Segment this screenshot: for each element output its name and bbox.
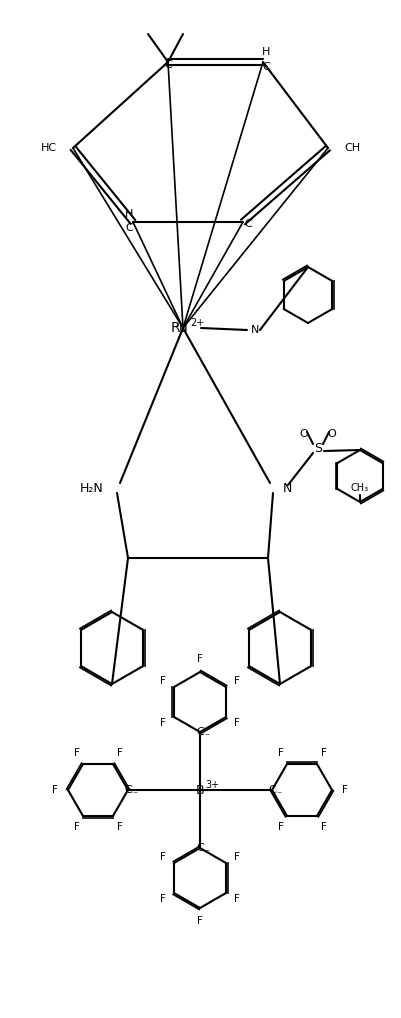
- Text: C: C: [124, 785, 132, 795]
- Text: C: C: [267, 785, 275, 795]
- Text: ⁻: ⁻: [276, 790, 281, 800]
- Text: 2+: 2+: [189, 318, 204, 328]
- Text: CH: CH: [343, 143, 359, 153]
- Text: CH₃: CH₃: [350, 483, 368, 493]
- Text: Ru: Ru: [171, 321, 188, 335]
- Text: C: C: [125, 223, 133, 233]
- Text: B: B: [195, 784, 204, 796]
- Text: C: C: [164, 60, 172, 70]
- Text: F: F: [160, 719, 165, 729]
- Text: F: F: [277, 748, 283, 757]
- Text: F: F: [116, 748, 122, 757]
- Text: S: S: [313, 442, 321, 454]
- Text: O: O: [299, 429, 308, 439]
- Text: H: H: [124, 209, 133, 219]
- Text: H₂N: H₂N: [80, 482, 104, 495]
- Text: N: N: [250, 325, 259, 335]
- Text: F: F: [234, 676, 239, 685]
- Text: F: F: [160, 851, 165, 861]
- Text: ⁻: ⁻: [204, 848, 209, 858]
- Text: F: F: [196, 916, 203, 926]
- Text: F: F: [234, 851, 239, 861]
- Text: F: F: [160, 895, 165, 905]
- Text: F: F: [52, 785, 58, 795]
- Text: H: H: [261, 47, 269, 57]
- Text: ⁻: ⁻: [204, 732, 209, 742]
- Text: N: N: [282, 482, 292, 495]
- Text: C: C: [243, 219, 251, 229]
- Text: C: C: [196, 727, 203, 737]
- Text: ⁻: ⁻: [132, 790, 137, 800]
- Text: C: C: [196, 843, 203, 853]
- Text: F: F: [234, 719, 239, 729]
- Text: F: F: [73, 823, 79, 833]
- Text: 3+: 3+: [205, 780, 219, 790]
- Text: HC: HC: [41, 143, 57, 153]
- Text: F: F: [341, 785, 347, 795]
- Text: F: F: [73, 748, 79, 757]
- Text: O: O: [327, 429, 336, 439]
- Text: F: F: [196, 654, 203, 664]
- Text: F: F: [160, 676, 165, 685]
- Text: F: F: [320, 748, 326, 757]
- Text: C: C: [261, 62, 269, 72]
- Text: F: F: [277, 823, 283, 833]
- Text: F: F: [234, 895, 239, 905]
- Text: F: F: [116, 823, 122, 833]
- Text: F: F: [320, 823, 326, 833]
